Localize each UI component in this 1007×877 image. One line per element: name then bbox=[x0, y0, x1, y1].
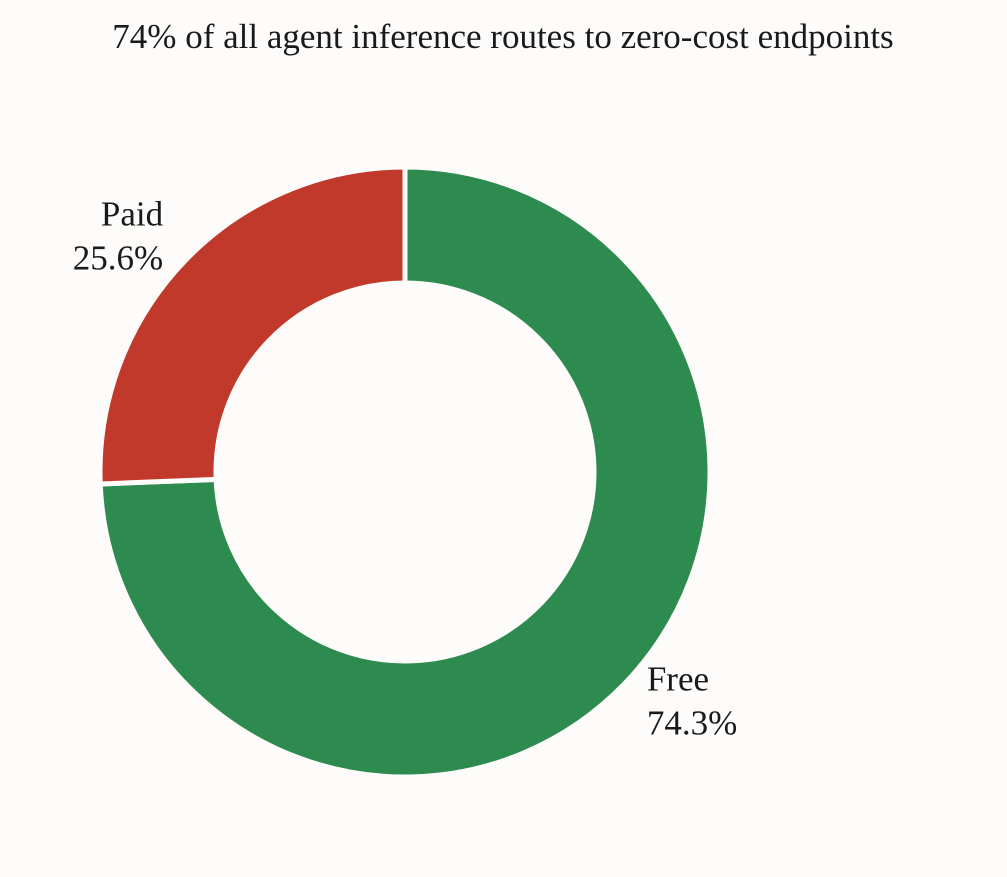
slice-label: Paid 25.6% bbox=[73, 195, 164, 278]
donut-slice bbox=[97, 164, 408, 487]
value-label: 74.3% bbox=[647, 704, 737, 743]
category-label: Paid bbox=[101, 195, 164, 234]
category-label: Free bbox=[647, 660, 709, 699]
value-label: 25.6% bbox=[73, 239, 163, 278]
chart-title: 74% of all agent inference routes to zer… bbox=[112, 17, 893, 56]
donut-slice bbox=[97, 164, 713, 780]
slice-label: Free 74.3% bbox=[647, 660, 737, 743]
